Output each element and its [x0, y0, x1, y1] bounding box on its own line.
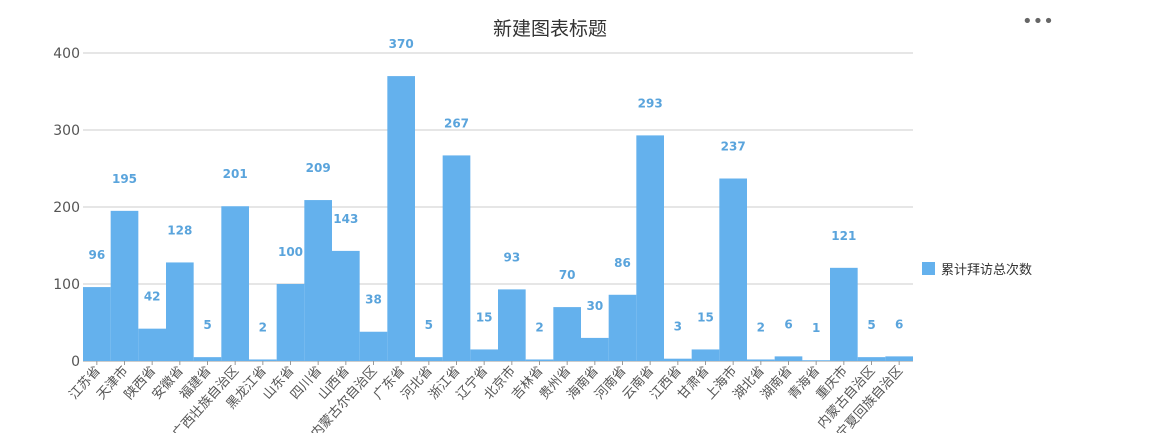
bar	[138, 328, 166, 361]
bar	[885, 356, 913, 361]
more-horizontal-icon: •••	[1022, 11, 1054, 32]
bar	[498, 289, 526, 361]
data-label: 15	[476, 310, 493, 324]
bar	[470, 349, 498, 361]
data-label: 2	[259, 320, 267, 334]
bar	[581, 337, 609, 361]
data-label: 6	[895, 317, 903, 331]
bar	[110, 210, 139, 361]
bar	[802, 360, 830, 361]
data-label: 86	[614, 256, 631, 270]
legend-label: 累计拜访总次数	[941, 263, 1033, 278]
bar	[83, 287, 111, 361]
bar	[166, 262, 194, 361]
bar	[719, 178, 747, 361]
bar	[442, 155, 471, 361]
data-label: 93	[503, 250, 520, 264]
data-label: 5	[425, 318, 433, 332]
bar	[276, 284, 305, 361]
data-label: 5	[867, 318, 875, 332]
data-label: 128	[167, 223, 192, 237]
more-options-button[interactable]: •••	[1022, 10, 1054, 34]
data-label: 6	[784, 317, 792, 331]
bar	[747, 359, 775, 361]
chart-title: 新建图表标题	[492, 18, 607, 40]
y-tick-label: 100	[53, 277, 80, 293]
bar	[774, 356, 803, 361]
data-label: 5	[203, 318, 211, 332]
data-label: 201	[223, 167, 248, 181]
bar	[664, 358, 692, 361]
data-label: 143	[333, 212, 358, 226]
data-label: 209	[306, 161, 331, 175]
bar	[553, 307, 581, 361]
data-label: 121	[831, 229, 856, 243]
bar	[608, 294, 637, 361]
data-label: 96	[88, 248, 105, 262]
bar	[525, 359, 554, 361]
data-label: 70	[559, 268, 576, 282]
legend[interactable]: 累计拜访总次数	[922, 259, 1032, 278]
data-label: 267	[444, 116, 469, 130]
data-label: 293	[638, 96, 663, 110]
bar	[415, 357, 443, 361]
data-label: 2	[757, 320, 765, 334]
bar	[387, 76, 415, 361]
y-tick-label: 200	[53, 200, 80, 216]
data-label: 15	[697, 310, 714, 324]
data-label: 370	[389, 37, 414, 51]
data-label: 195	[112, 172, 137, 186]
data-label: 237	[721, 140, 746, 154]
data-label: 30	[586, 299, 603, 313]
bar	[636, 135, 664, 361]
data-label: 100	[278, 245, 303, 259]
bar	[857, 357, 886, 361]
bar	[193, 357, 222, 361]
bar	[304, 200, 332, 361]
data-label: 42	[144, 290, 161, 304]
bar	[332, 250, 360, 361]
legend-swatch	[922, 262, 935, 275]
bar	[249, 359, 277, 361]
y-tick-label: 0	[71, 354, 80, 370]
bar	[691, 349, 720, 361]
bar	[359, 331, 388, 361]
bar	[830, 267, 858, 361]
data-label: 2	[535, 320, 543, 334]
y-tick-label: 400	[53, 46, 80, 62]
y-tick-label: 300	[53, 123, 80, 139]
data-label: 3	[674, 320, 682, 334]
data-label: 1	[812, 321, 820, 335]
data-label: 38	[365, 293, 382, 307]
bar	[221, 206, 249, 361]
